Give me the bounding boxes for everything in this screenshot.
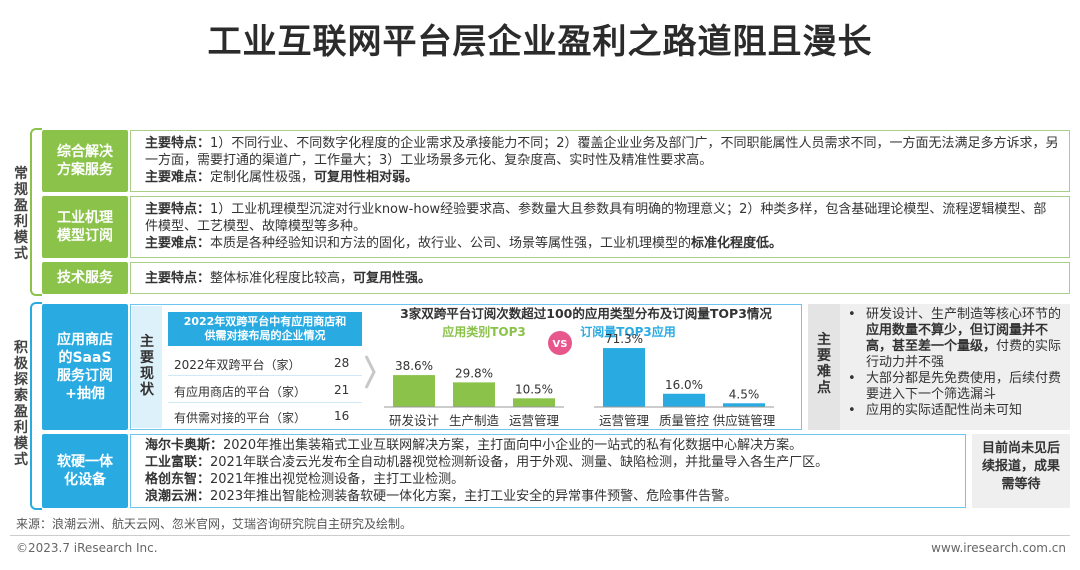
page-title: 工业互联网平台层企业盈利之路道阻且漫长 [207,22,873,62]
bar-value-label: 38.6% [395,359,433,373]
bar-value-label: 4.5% [729,387,760,401]
bar [453,382,495,407]
bar [393,375,435,407]
mechanism-detail: 主要特点：1）工业机理模型沉淀对行业know-how经验要求高、参数量大且参数具… [130,196,1070,258]
bar-value-label: 29.8% [455,366,493,380]
issue-item: 应用的实际适配性尚未可知 [846,403,1064,419]
table-row-value: 28 [334,356,350,370]
issues-list: 研发设计、生产制造等核心环节的应用数量不算少，但订阅量并不高，甚至差一个量级，付… [846,307,1064,419]
hardware-side-note: 目前尚未见后续报道，成果需等待 [972,434,1070,508]
issue-item: 大部分都是先免费使用，后续付费要进入下一个筛选漏斗 [846,371,1064,403]
active-bracket [30,302,42,510]
bar [663,393,705,407]
bar-value-label: 16.0% [665,378,703,392]
category-label: 研发设计 [389,413,439,428]
vs-badge [548,331,572,355]
category-app-store: 应用商店的SaaS服务订阅+抽佣 [42,304,128,430]
group-label-conventional: 常规盈利模式 [14,166,28,262]
bar-chart: 3家双跨平台订阅次数超过100的应用类型分布及订阅量TOP3情况应用类别TOP3… [384,306,776,428]
group-legend-label: 应用类别TOP3 [442,324,526,339]
bar-value-label: 71.3% [605,332,643,346]
status-label-bg [132,306,162,428]
category-label: 运营管理 [599,413,650,428]
hardware-item: 格创东智：2021年推出视觉检测设备，主打工业检测。 [145,472,465,487]
chevron-right-icon [364,355,376,389]
integrated-detail: 主要特点：1）不同行业、不同数字化程度的企业需求及承接能力不同；2）覆盖企业业务… [130,130,1070,192]
mechanism-difficulty: 主要难点：本质是各种经验知识和方法的固化，故行业、公司、场景等属性强，工业机理模… [145,236,783,251]
table-row: 有供需对接的平台（家） 16 [168,405,362,429]
table-row-name: 2022年双跨平台（家） [174,358,301,372]
hardware-item: 浪潮云洲：2023年推出智能检测装备软硬一体化方案，主打工业安全的异常事件预警、… [145,489,738,504]
site-url: www.iresearch.com.cn [931,541,1066,555]
conventional-bracket [30,128,42,296]
category-mechanism-model: 工业机理模型订阅 [42,196,128,258]
bar [603,348,645,407]
bar [723,403,765,407]
issues-label: 主要难点 [817,332,831,396]
hardware-item: 工业富联：2021年联合凌云光发布全自动机器视觉检测新设备，用于外观、测量、缺陷… [145,455,829,470]
chart-title: 3家双跨平台订阅次数超过100的应用类型分布及订阅量TOP3情况 [400,306,772,321]
tech-detail: 主要特点：整体标准化程度比较高，可复用性强。 [130,262,1070,294]
category-integrated-solution: 综合解决方案服务 [42,130,128,192]
bar-value-label: 10.5% [515,382,553,396]
category-tech-service: 技术服务 [42,262,128,294]
copyright: ©2023.7 iResearch Inc. [16,541,158,555]
mechanism-features: 主要特点：1）工业机理模型沉淀对行业know-how经验要求高、参数量大且参数具… [145,202,1047,234]
category-label: 生产制造 [449,413,500,428]
hardware-item: 海尔卡奥斯：2020年推出集装箱式工业互联网解决方案，主打面向中小企业的一站式的… [145,438,803,453]
footer-divider [10,535,1070,536]
category-label: 供应链管理 [713,413,776,428]
table-row-name: 有应用商店的平台（家） [174,385,307,399]
bar [513,398,555,407]
status-label: 主要现状 [140,334,154,398]
tech-features: 主要特点：整体标准化程度比较高，可复用性强。 [145,271,432,286]
category-label: 运营管理 [509,413,560,428]
group-label-active: 积极探索盈利模式 [14,340,28,468]
integrated-features: 主要特点：1）不同行业、不同数字化程度的企业需求及承接能力不同；2）覆盖企业业务… [145,136,1059,168]
table-row: 有应用商店的平台（家） 21 [168,379,362,403]
vs-label: VS [553,339,568,350]
integrated-difficulty: 主要难点：定制化属性极强，可复用性相对弱。 [145,170,419,185]
category-label: 质量管控 [659,413,710,428]
category-hardware: 软硬一体化设备 [42,434,128,508]
table-row-value: 16 [334,409,350,423]
hardware-detail: 海尔卡奥斯：2020年推出集装箱式工业互联网解决方案，主打面向中小企业的一站式的… [130,434,966,508]
group-legend-label: 订阅量TOP3应用 [580,324,676,339]
table-row-name: 有供需对接的平台（家） [174,411,307,425]
issues-label-bg [808,304,840,430]
table-title: 2022年双跨平台中有应用商店和供需对接布局的企业情况 [168,312,362,346]
issue-item: 研发设计、生产制造等核心环节的应用数量不算少，但订阅量并不高，甚至差一个量级，付… [846,307,1064,371]
table-row-value: 21 [334,383,350,397]
table-row: 2022年双跨平台（家） 28 [168,352,362,376]
source-note: 来源：浪潮云洲、航天云网、忽米官网，艾瑞咨询研究院自主研究及绘制。 [16,517,413,531]
